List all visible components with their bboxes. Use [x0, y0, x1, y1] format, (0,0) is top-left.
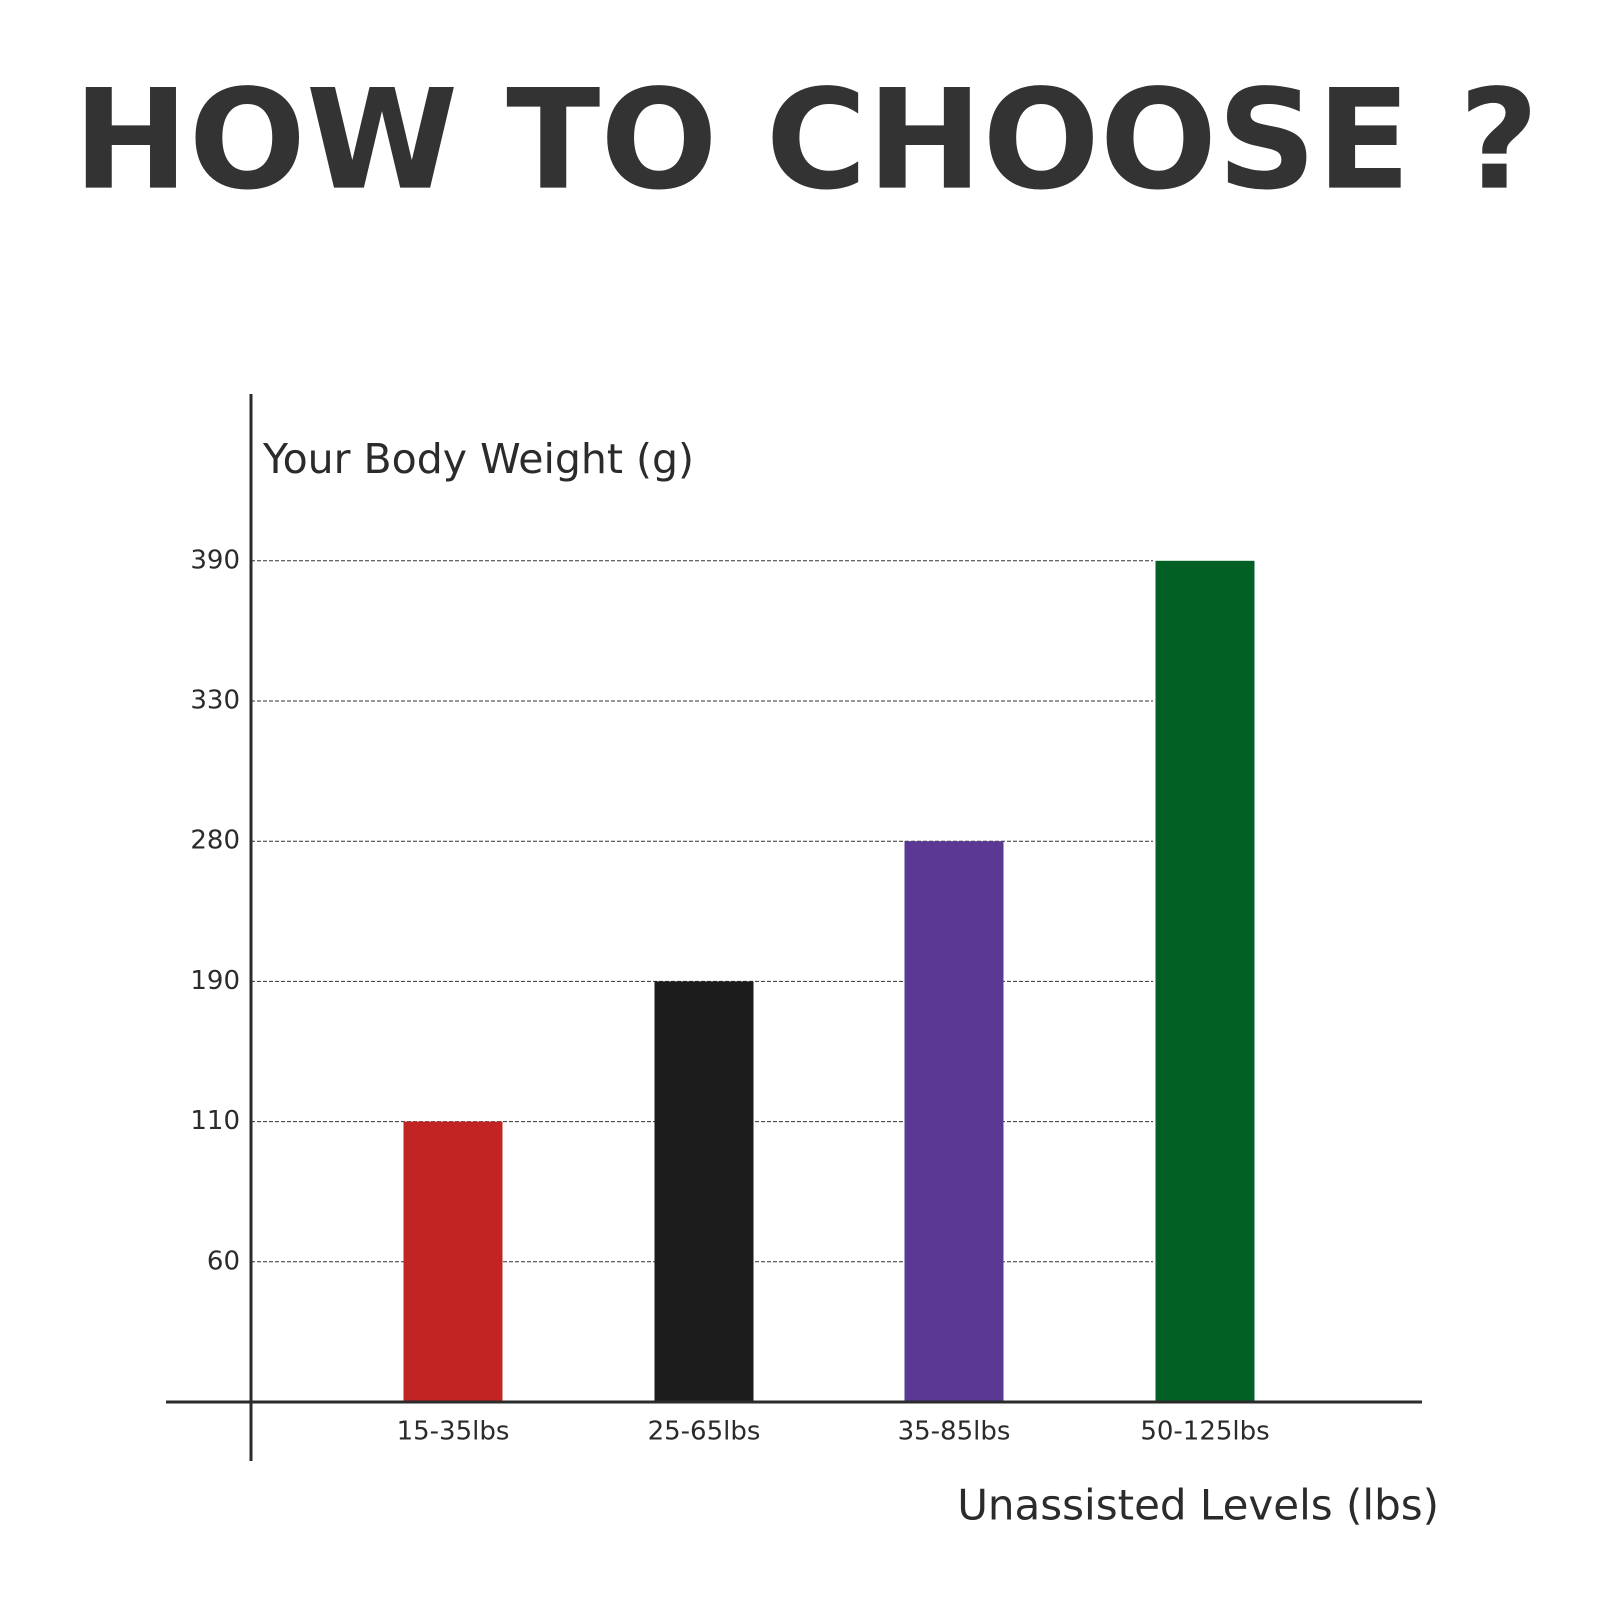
x-tick-label: 25-65lbs [648, 1417, 761, 1447]
y-tick-label: 190 [190, 966, 240, 996]
y-tick-label: 280 [190, 826, 240, 856]
x-tick-label: 35-85lbs [898, 1417, 1011, 1447]
x-tick-label: 50-125lbs [1140, 1417, 1269, 1447]
bar [654, 981, 754, 1402]
y-tick-label: 110 [190, 1106, 240, 1136]
x-axis-label: Unassisted Levels (lbs) [957, 1481, 1439, 1530]
bar [1155, 560, 1255, 1402]
y-axis-label: Your Body Weight (g) [262, 435, 694, 483]
bar [904, 841, 1004, 1402]
y-tick-label: 390 [190, 545, 240, 575]
y-tick-label: 60 [207, 1246, 240, 1276]
bar [403, 1121, 503, 1402]
chart-title: HOW TO CHOOSE ? [73, 60, 1539, 221]
x-tick-label: 15-35lbs [397, 1417, 510, 1447]
y-tick-label: 330 [190, 686, 240, 716]
